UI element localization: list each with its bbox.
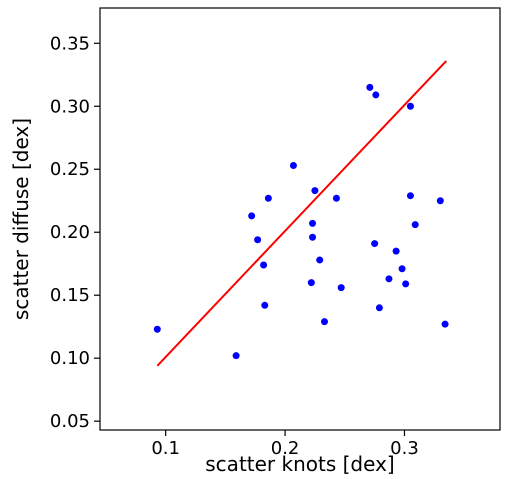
scatter-point xyxy=(398,265,406,273)
scatter-point xyxy=(261,301,269,309)
y-axis-label: scatter diffuse [dex] xyxy=(9,118,33,320)
scatter-point xyxy=(232,352,240,360)
scatter-point xyxy=(260,261,268,269)
scatter-point xyxy=(332,194,340,202)
scatter-point xyxy=(366,83,374,91)
y-axis-ticks: 0.05 0.10 0.15 0.20 0.25 0.30 0.35 xyxy=(50,33,100,432)
x-axis-label: scatter knots [dex] xyxy=(205,452,394,476)
scatter-point xyxy=(309,233,317,241)
y-tick-label: 0.20 xyxy=(50,222,90,243)
scatter-point xyxy=(311,187,319,195)
x-axis-ticks: 0.1 0.2 0.3 xyxy=(151,430,419,459)
x-tick-label: 0.3 xyxy=(390,438,419,459)
y-tick-label: 0.15 xyxy=(50,285,90,306)
scatter-point xyxy=(411,221,419,229)
scatter-point xyxy=(385,275,393,283)
scatter-point xyxy=(375,304,383,312)
scatter-point xyxy=(320,318,328,326)
y-tick-label: 0.30 xyxy=(50,96,90,117)
x-tick-label: 0.2 xyxy=(271,438,300,459)
scatter-point xyxy=(153,325,161,333)
scatter-point xyxy=(371,240,379,248)
scatter-point xyxy=(309,219,317,227)
scatter-point xyxy=(254,236,262,244)
scatter-point xyxy=(248,212,256,220)
scatter-point xyxy=(372,91,380,99)
x-tick-label: 0.1 xyxy=(151,438,180,459)
scatter-point xyxy=(289,161,297,169)
series-layer xyxy=(153,60,449,367)
y-tick-label: 0.10 xyxy=(50,348,90,369)
scatter-point xyxy=(264,194,272,202)
plot-frame xyxy=(99,7,501,431)
fit-line xyxy=(156,60,447,367)
scatter-point xyxy=(316,256,324,264)
scatter-point xyxy=(337,284,345,292)
y-tick-label: 0.05 xyxy=(50,411,90,432)
scatter-point xyxy=(392,247,400,255)
scatter-point xyxy=(406,102,414,110)
scatter-point xyxy=(436,197,444,205)
y-tick-label: 0.25 xyxy=(50,159,90,180)
scatter-point xyxy=(402,280,410,288)
scatter-point xyxy=(441,320,449,328)
y-tick-label: 0.35 xyxy=(50,33,90,54)
scatter-point xyxy=(307,279,315,287)
scatter-point xyxy=(406,192,414,200)
